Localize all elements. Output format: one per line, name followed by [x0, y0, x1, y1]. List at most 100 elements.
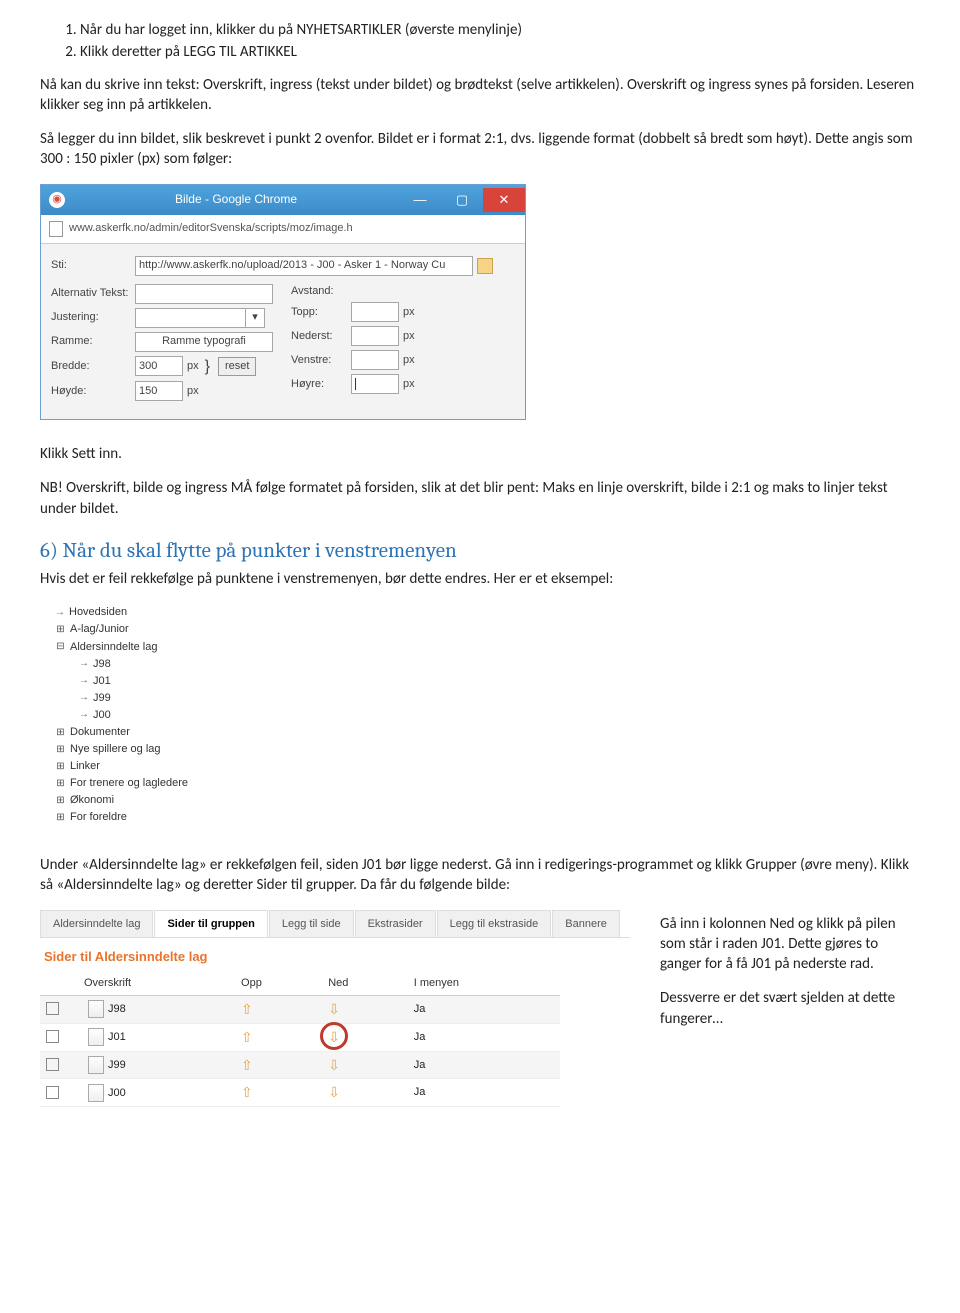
tree-node[interactable]: J00	[93, 707, 111, 724]
url-text: www.askerfk.no/admin/editorSvenska/scrip…	[69, 221, 353, 236]
tree-node[interactable]: For foreldre	[70, 809, 127, 826]
paragraph: Gå inn i kolonnen Ned og klikk på pilen …	[660, 914, 920, 975]
tree-node[interactable]: Hovedsiden	[69, 604, 127, 621]
paragraph: Hvis det er feil rekkefølge på punktene …	[40, 569, 920, 589]
label: Venstre:	[291, 353, 351, 368]
checkbox[interactable]	[46, 1058, 59, 1071]
label: Ramme:	[51, 334, 135, 349]
tree-node[interactable]: For trenere og lagledere	[70, 775, 188, 792]
arrow-icon: →	[79, 690, 89, 706]
col-header: Overskrift	[78, 972, 235, 995]
cell[interactable]: J01	[108, 1031, 126, 1043]
paragraph: Så legger du inn bildet, slik beskrevet …	[40, 129, 920, 170]
page-icon	[88, 1028, 104, 1046]
up-arrow-icon[interactable]: ⇧	[241, 1084, 253, 1100]
paragraph: Under «Aldersinndelte lag» er rekkefølge…	[40, 855, 920, 896]
checkbox[interactable]	[46, 1086, 59, 1099]
hoyde-input[interactable]: 150	[135, 381, 183, 401]
label: Topp:	[291, 305, 351, 320]
tree-node[interactable]: J99	[93, 690, 111, 707]
tab-active[interactable]: Sider til gruppen	[154, 910, 267, 938]
tab[interactable]: Legg til side	[269, 910, 354, 938]
address-bar[interactable]: www.askerfk.no/admin/editorSvenska/scrip…	[41, 215, 525, 244]
table-row: J99 ⇧ ⇩ Ja	[40, 1051, 560, 1079]
tab-bar: Aldersinndelte lag Sider til gruppen Leg…	[40, 910, 630, 939]
tab[interactable]: Aldersinndelte lag	[40, 910, 153, 938]
tree-node[interactable]: Aldersinndelte lag	[70, 639, 157, 656]
nederst-input[interactable]	[351, 326, 399, 346]
venstre-input[interactable]	[351, 350, 399, 370]
hoyre-input[interactable]	[351, 374, 399, 394]
expand-icon[interactable]: ⊞	[55, 778, 66, 789]
label: Alternativ Tekst:	[51, 286, 135, 301]
page-icon	[88, 1000, 104, 1018]
minimize-button[interactable]: —	[399, 188, 441, 212]
up-arrow-icon[interactable]: ⇧	[241, 1001, 253, 1017]
label: Høyde:	[51, 384, 135, 399]
close-button[interactable]: ✕	[483, 188, 525, 212]
checkbox[interactable]	[46, 1030, 59, 1043]
col-header: I menyen	[408, 972, 560, 995]
bredde-input[interactable]: 300	[135, 356, 183, 376]
expand-icon[interactable]: ⊞	[55, 795, 66, 806]
cell[interactable]: J00	[108, 1087, 126, 1099]
alt-input[interactable]	[135, 284, 273, 304]
tab[interactable]: Bannere	[552, 910, 620, 938]
arrow-icon: →	[79, 673, 89, 689]
table-row: J00 ⇧ ⇩ Ja	[40, 1079, 560, 1107]
tree-node[interactable]: J01	[93, 673, 111, 690]
label: Høyre:	[291, 377, 351, 392]
label: Bredde:	[51, 359, 135, 374]
expand-icon[interactable]: ⊞	[55, 625, 66, 636]
tree-node[interactable]: Linker	[70, 758, 100, 775]
tree-node[interactable]: A-lag/Junior	[70, 621, 129, 638]
arrow-icon: →	[79, 656, 89, 672]
sti-input[interactable]: http://www.askerfk.no/upload/2013 - J00 …	[135, 256, 473, 276]
topp-input[interactable]	[351, 302, 399, 322]
tree-node[interactable]: Dokumenter	[70, 724, 130, 741]
expand-icon[interactable]: ⊞	[55, 727, 66, 738]
chrome-window: ◉ Bilde - Google Chrome — ▢ ✕ www.askerf…	[40, 184, 526, 421]
label: Nederst:	[291, 329, 351, 344]
up-arrow-icon[interactable]: ⇧	[241, 1057, 253, 1073]
cell: Ja	[408, 1079, 560, 1107]
down-arrow-icon[interactable]: ⇩	[328, 1084, 340, 1100]
cell: Ja	[408, 1051, 560, 1079]
justering-select[interactable]: ▾	[135, 308, 265, 328]
expand-icon[interactable]: ⊞	[55, 761, 66, 772]
up-arrow-icon[interactable]: ⇧	[241, 1029, 253, 1045]
tree-node[interactable]: Nye spillere og lag	[70, 741, 161, 758]
cell[interactable]: J99	[108, 1059, 126, 1071]
col-header: Opp	[235, 972, 322, 995]
chevron-down-icon: ▾	[246, 308, 265, 328]
down-arrow-icon[interactable]: ⇩	[328, 1057, 340, 1073]
collapse-icon[interactable]: ⊟	[55, 642, 66, 653]
down-arrow-icon[interactable]: ⇩	[328, 1001, 340, 1017]
ramme-input[interactable]: Ramme typografi	[135, 332, 273, 352]
list-item: Når du har logget inn, klikker du på NYH…	[80, 20, 920, 40]
arrow-icon: →	[79, 707, 89, 723]
expand-icon[interactable]: ⊞	[55, 744, 66, 755]
window-titlebar: ◉ Bilde - Google Chrome — ▢ ✕	[41, 185, 525, 215]
tree-node[interactable]: J98	[93, 656, 111, 673]
tab[interactable]: Ekstrasider	[355, 910, 436, 938]
tree-node[interactable]: Økonomi	[70, 792, 114, 809]
menu-tree: → Hovedsiden ⊞ A-lag/Junior ⊟ Aldersinndelt…	[40, 603, 342, 827]
down-arrow-icon: ⇩	[328, 1029, 340, 1045]
label: Sti:	[51, 258, 135, 273]
section-heading: 6) Når du skal flytte på punkter i venst…	[40, 537, 920, 565]
page-icon	[49, 221, 63, 237]
window-title: Bilde - Google Chrome	[73, 191, 399, 207]
tab[interactable]: Legg til ekstraside	[437, 910, 552, 938]
col-header: Ned	[322, 972, 408, 995]
maximize-button[interactable]: ▢	[441, 188, 483, 212]
checkbox[interactable]	[46, 1002, 59, 1015]
expand-icon[interactable]: ⊞	[55, 812, 66, 823]
numbered-list: Når du har logget inn, klikker du på NYH…	[40, 20, 920, 63]
highlighted-down-arrow[interactable]: ⇩	[328, 1028, 340, 1047]
folder-icon[interactable]	[477, 258, 493, 274]
cell: Ja	[408, 995, 560, 1023]
reset-button[interactable]: reset	[218, 357, 256, 376]
brace-icon: }	[205, 356, 210, 378]
cell[interactable]: J98	[108, 1003, 126, 1015]
